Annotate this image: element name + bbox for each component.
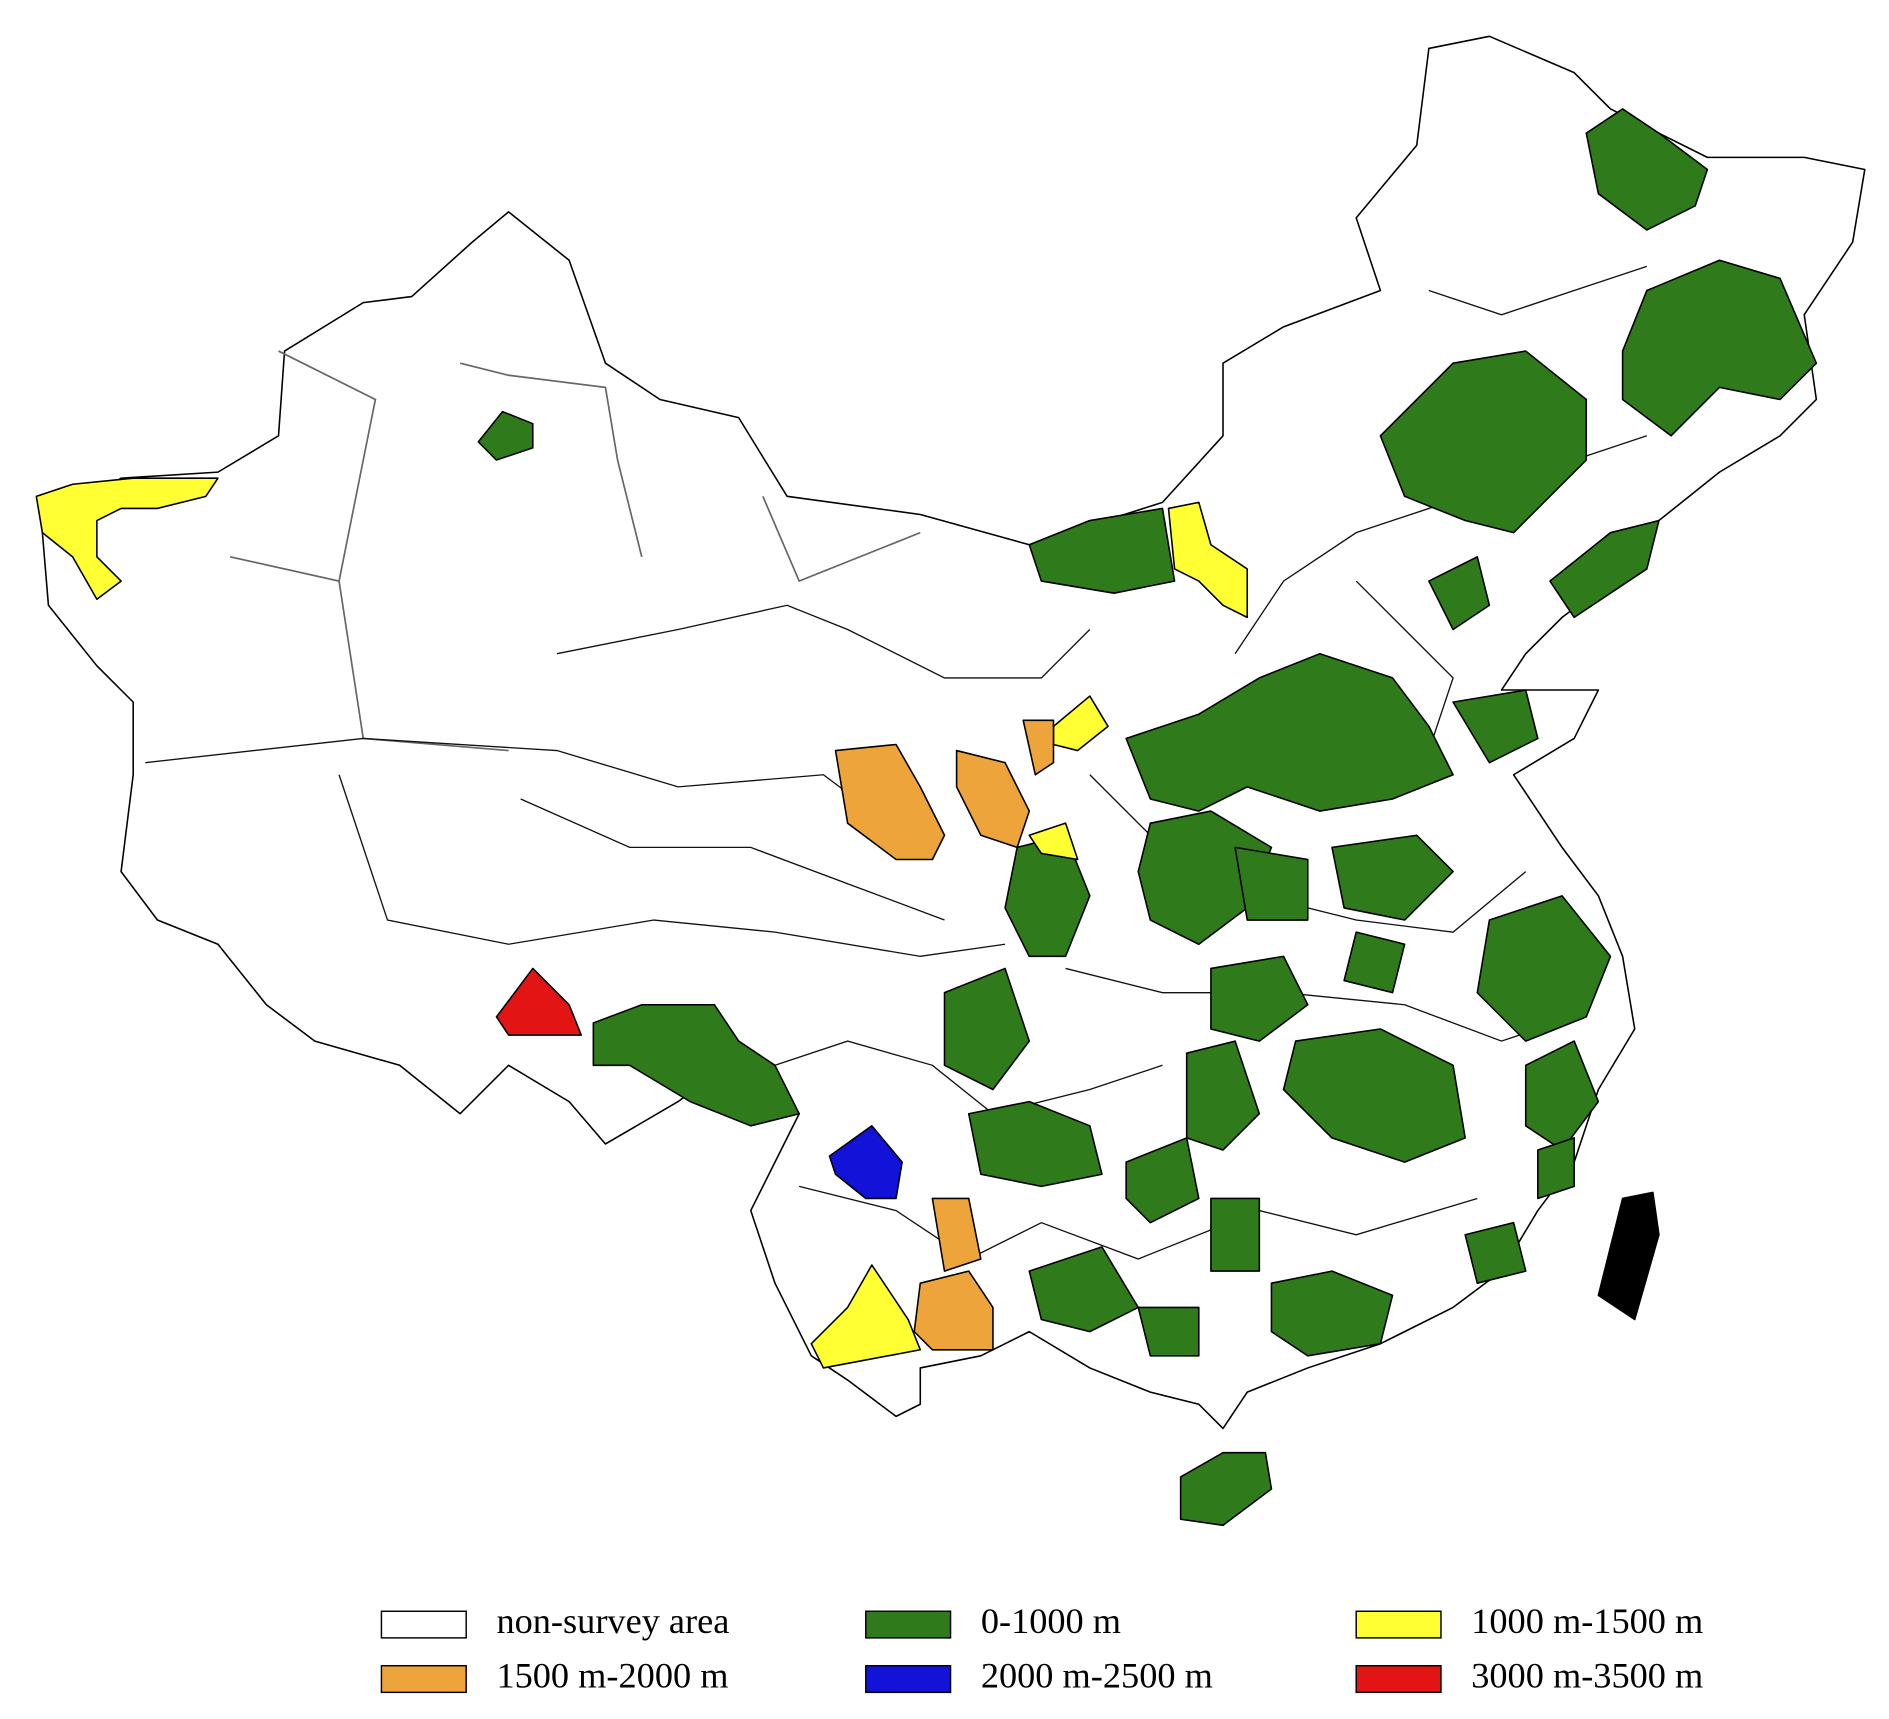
border: [338, 774, 1006, 958]
legend-label: 1000 m-1500 m: [1471, 1601, 1703, 1641]
border: [1065, 967, 1575, 1042]
region: [1476, 895, 1612, 1042]
legend-label: 0-1000 m: [981, 1601, 1121, 1641]
border: [145, 737, 921, 848]
legend-swatch: [1355, 1610, 1442, 1639]
border: [774, 1040, 1163, 1115]
legend-label: 3000 m-3500 m: [1471, 1655, 1703, 1695]
region: [1179, 1451, 1273, 1527]
legend-label: 2000 m-2500 m: [981, 1655, 1213, 1695]
region: [810, 1264, 922, 1369]
region: [828, 1125, 903, 1200]
legend-swatch: [1355, 1665, 1442, 1694]
region: [1167, 501, 1249, 619]
region: [1210, 955, 1309, 1042]
region: [1428, 556, 1491, 631]
region: [1137, 810, 1273, 946]
region: [1028, 507, 1176, 594]
legend-swatch: [865, 1665, 952, 1694]
region: [967, 1100, 1103, 1188]
border: [1428, 265, 1648, 316]
region: [1549, 519, 1660, 619]
legend-label: 1500 m-2000 m: [496, 1655, 728, 1695]
region: [1597, 1191, 1660, 1321]
region: [1185, 1040, 1261, 1151]
region: [1452, 689, 1539, 764]
region: [834, 743, 946, 861]
border: [520, 798, 945, 921]
region: [1464, 1221, 1527, 1284]
region: [592, 1003, 800, 1127]
region: [495, 967, 583, 1036]
region: [1331, 834, 1454, 921]
border: [762, 495, 921, 583]
region: [1028, 822, 1079, 861]
border: [459, 362, 643, 558]
legend-swatch: [380, 1665, 467, 1694]
legend-swatch: [865, 1610, 952, 1639]
region: [1270, 1270, 1394, 1357]
region: [477, 410, 534, 461]
region: [1022, 719, 1055, 776]
legend: non-survey area 0-1000 m 1000 m-1500 m 1500…: [380, 1601, 1703, 1695]
region: [1282, 1028, 1466, 1163]
region: [1137, 1306, 1200, 1357]
region: [1621, 259, 1818, 437]
map-regions: [35, 35, 1866, 1527]
border: [229, 350, 377, 583]
region: [1343, 931, 1406, 994]
region: [1537, 1137, 1575, 1200]
region: [1210, 1197, 1261, 1272]
region: [931, 1197, 982, 1272]
region: [943, 967, 1031, 1091]
region: [955, 749, 1031, 849]
region: [1379, 350, 1588, 534]
region: [1125, 652, 1454, 812]
region: [1524, 1040, 1600, 1151]
region: [1028, 1246, 1140, 1333]
region: [35, 477, 219, 601]
region: [1585, 108, 1709, 231]
region: [913, 1270, 994, 1351]
border: [556, 604, 1091, 679]
legend-swatch: [380, 1610, 467, 1639]
region: [1234, 846, 1309, 921]
legend-label: non-survey area: [496, 1601, 729, 1641]
region: [1125, 1137, 1200, 1224]
border: [799, 1185, 1478, 1260]
